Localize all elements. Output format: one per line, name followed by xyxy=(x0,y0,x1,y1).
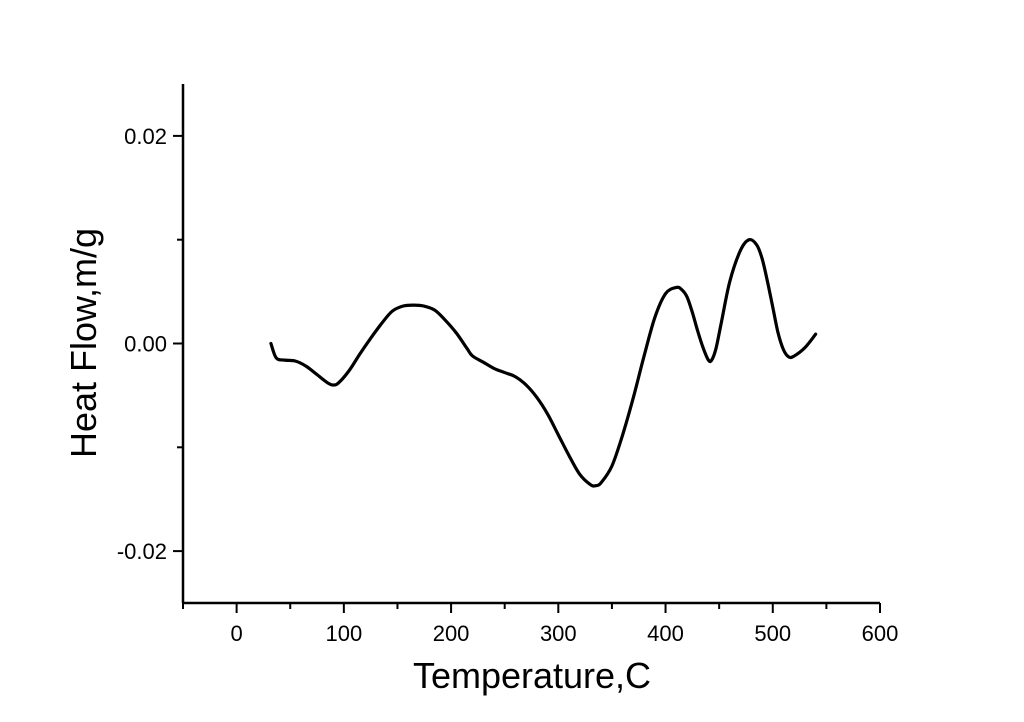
x-tick-label: 0 xyxy=(230,621,242,646)
y-tick-label: 0.00 xyxy=(124,332,167,357)
y-tick-label: 0.02 xyxy=(124,124,167,149)
axes xyxy=(181,84,880,605)
y-axis-ticks: -0.02 0.00 0.02 xyxy=(117,124,183,564)
x-axis-ticks: 0 100 200 300 400 500 600 xyxy=(182,603,899,646)
x-tick-label: 200 xyxy=(433,621,470,646)
x-tick-label: 300 xyxy=(540,621,577,646)
x-axis-title: Temperature,C xyxy=(413,655,651,696)
x-tick-label: 100 xyxy=(325,621,362,646)
x-tick-label: 400 xyxy=(647,621,684,646)
y-tick-label: -0.02 xyxy=(117,539,167,564)
series-line-heat-flow xyxy=(269,237,818,488)
x-tick-label: 600 xyxy=(862,621,899,646)
x-tick-label: 500 xyxy=(754,621,791,646)
y-axis-title: Heat Flow,m/g xyxy=(63,228,104,458)
